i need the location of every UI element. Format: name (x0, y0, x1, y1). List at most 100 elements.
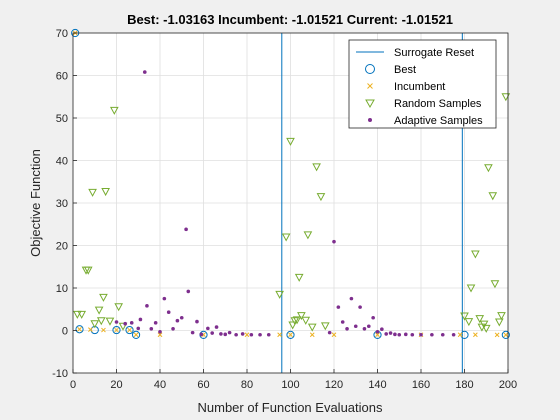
random-sample-point (497, 312, 506, 321)
adaptive-sample-point (184, 227, 188, 232)
random-sample-point (475, 315, 485, 324)
adaptive-sample-point (195, 319, 199, 324)
adaptive-sample-point (249, 332, 254, 337)
incumbent-point-stroke (503, 332, 509, 338)
incumbent-point-stroke (457, 332, 463, 338)
legend-swatch-incumbent (367, 83, 373, 89)
adaptive-sample-point (210, 331, 214, 335)
legend-label-adaptive-samples: Adaptive Samples (394, 115, 483, 127)
adaptive-sample-point (349, 296, 354, 301)
data-marks (71, 28, 511, 339)
random-sample-point (320, 322, 330, 331)
adaptive-sample-point (327, 330, 332, 335)
x-tick-label: 200 (499, 379, 517, 391)
random-sample-point (501, 93, 511, 102)
best-point (131, 330, 141, 339)
incumbent-point (375, 332, 380, 338)
incumbent-point-stroke (88, 327, 93, 333)
legend-swatch-adaptive-samples (368, 118, 372, 122)
y-axis-title: Objective Function (28, 149, 43, 257)
adaptive-sample-point (371, 315, 375, 320)
adaptive-sample-point (206, 326, 210, 331)
adaptive-sample-point (234, 332, 238, 337)
adaptive-sample-point (332, 239, 336, 244)
random-sample-point (464, 318, 474, 327)
random-sample-point (281, 233, 291, 242)
adaptive-sample-point (403, 332, 408, 337)
adaptive-sample-point (227, 330, 232, 335)
adaptive-sample-point (388, 331, 393, 335)
adaptive-sample-point (358, 305, 362, 309)
incumbent-point-stroke (277, 332, 282, 338)
adaptive-sample-point (136, 326, 141, 331)
y-tick-label: 70 (56, 28, 68, 40)
y-tick-label: 30 (56, 198, 68, 210)
adaptive-sample-point (345, 327, 349, 331)
adaptive-sample-point (240, 332, 245, 336)
incumbent-point (277, 332, 282, 338)
x-tick-label: 180 (455, 379, 473, 391)
best-point (112, 325, 121, 335)
adaptive-sample-point (129, 321, 134, 325)
random-sample-point (83, 266, 93, 275)
legend-label-random-samples: Random Samples (394, 98, 482, 110)
adaptive-sample-point (410, 332, 415, 337)
random-sample-point (99, 293, 108, 302)
x-axis-title: Number of Function Evaluations (198, 400, 383, 415)
incumbent-point-stroke (114, 327, 119, 333)
random-sample-point (481, 324, 491, 333)
random-sample-point (490, 280, 500, 289)
random-sample-point (90, 320, 100, 329)
adaptive-sample-point (145, 304, 149, 308)
adaptive-sample-point (362, 327, 367, 331)
incumbent-point-stroke (244, 332, 250, 338)
random-sample-point (88, 188, 97, 197)
random-sample-point (488, 192, 498, 201)
incumbent-point-stroke (309, 332, 315, 338)
adaptive-sample-point (138, 317, 143, 322)
adaptive-sample-point (149, 327, 154, 331)
random-sample-point (494, 318, 504, 327)
random-sample-point (94, 306, 104, 315)
random-sample-point (460, 312, 469, 321)
legend-label-surrogate-reset: Surrogate Reset (394, 47, 474, 59)
incumbent-point-stroke (157, 332, 163, 338)
random-sample-point (96, 317, 106, 326)
incumbent-point (288, 332, 293, 338)
incumbent-point (127, 327, 132, 333)
incumbent-point-stroke (133, 332, 139, 338)
adaptive-sample-point (258, 332, 262, 337)
random-sample-point (73, 310, 82, 319)
adaptive-sample-point (397, 332, 402, 337)
random-sample-point (275, 290, 284, 299)
legend-label-best: Best (394, 64, 416, 76)
incumbent-point-stroke (375, 332, 380, 338)
adaptive-sample-point (223, 332, 228, 337)
incumbent-point (503, 332, 509, 338)
adaptive-sample-point (393, 332, 397, 337)
adaptive-sample-point (158, 329, 162, 334)
adaptive-sample-point (199, 332, 204, 337)
adaptive-sample-point (380, 327, 384, 332)
adaptive-sample-point (179, 315, 184, 320)
random-sample-point (114, 303, 124, 312)
y-tick-label: 60 (56, 71, 68, 83)
incumbent-point-stroke (77, 326, 82, 332)
random-sample-point (286, 137, 295, 146)
adaptive-sample-point (336, 305, 341, 309)
x-tick-label: 60 (197, 379, 209, 391)
incumbent-point (494, 332, 500, 338)
incumbent-point (77, 326, 82, 332)
incumbent-point-stroke (288, 332, 293, 338)
adaptive-sample-point (419, 332, 423, 337)
chart-title: Best: -1.03163 Incumbent: -1.01521 Curre… (127, 12, 453, 27)
random-sample-point (312, 163, 321, 172)
random-sample-point (105, 317, 115, 326)
legend-swatch-random-samples (365, 99, 375, 109)
adaptive-sample-point (153, 321, 158, 325)
random-sample-point (297, 312, 306, 321)
incumbent-point-stroke (127, 327, 132, 333)
random-sample-point (471, 250, 480, 259)
adaptive-sample-point (114, 320, 119, 324)
